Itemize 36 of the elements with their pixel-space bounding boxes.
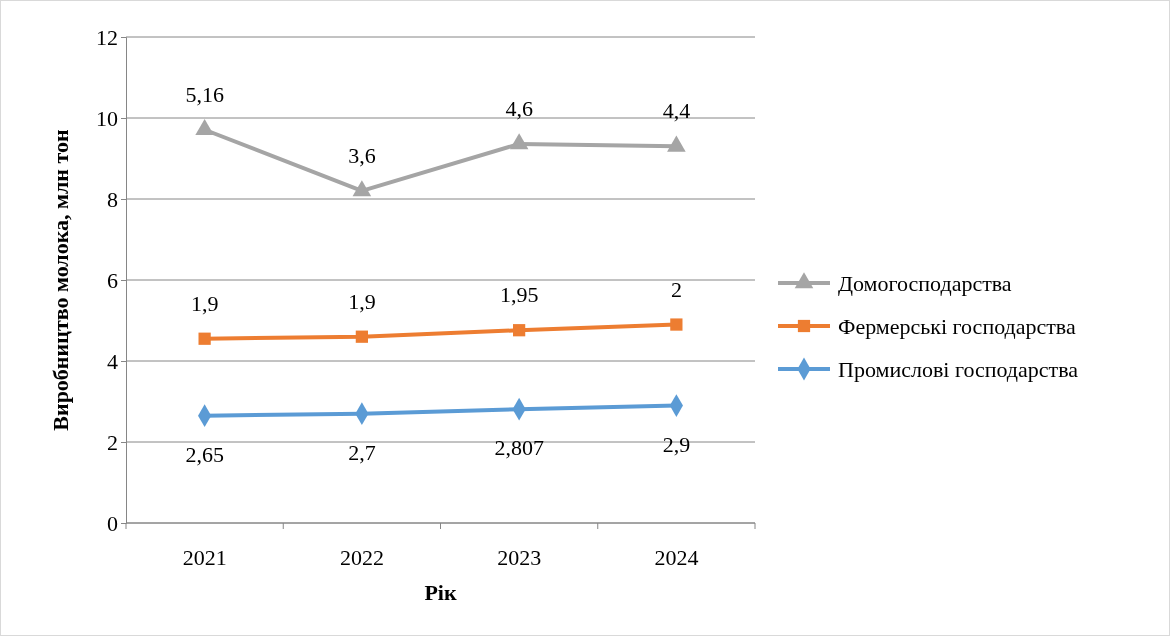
annotation: 2,7	[348, 439, 376, 465]
point	[198, 332, 211, 345]
y-tick-label: 8	[107, 186, 118, 212]
legend-label: Домогосподарства	[838, 271, 1012, 296]
annotation: 3,6	[348, 142, 376, 168]
legend-label: Промислові господарства	[838, 357, 1079, 382]
annotation: 4,6	[505, 95, 533, 121]
annotation: 4,4	[662, 98, 691, 124]
annotation: 1,9	[190, 290, 219, 316]
annotation: 1,9	[348, 288, 376, 314]
point	[355, 330, 368, 343]
annotation: 2,9	[662, 431, 691, 457]
point	[513, 324, 526, 337]
x-tick-label: 2024	[654, 545, 699, 570]
y-tick-label: 6	[107, 267, 118, 293]
annotation: 2,807	[494, 435, 544, 461]
legend-label: Фермерські господарства	[838, 314, 1076, 339]
point	[195, 119, 214, 136]
y-tick-label: 2	[107, 429, 118, 455]
x-tick-label: 2022	[339, 545, 384, 570]
x-tick-label: 2023	[497, 545, 542, 570]
x-tick-label: 2021	[182, 545, 227, 570]
y-tick-label: 12	[96, 24, 118, 50]
x-axis-title: Рік	[424, 580, 457, 605]
y-tick-label: 10	[96, 105, 118, 131]
y-axis-title: Виробництво молока, млн тон	[48, 128, 73, 431]
y-tick-label: 4	[107, 348, 118, 374]
point	[667, 135, 686, 152]
point	[509, 133, 529, 150]
annotation: 5,16	[185, 81, 224, 107]
y-tick-label: 0	[107, 510, 118, 536]
annotation: 2,65	[185, 441, 224, 467]
annotation: 2	[670, 276, 682, 302]
point	[352, 180, 372, 197]
annotation: 1,95	[499, 282, 539, 308]
point	[670, 318, 683, 331]
